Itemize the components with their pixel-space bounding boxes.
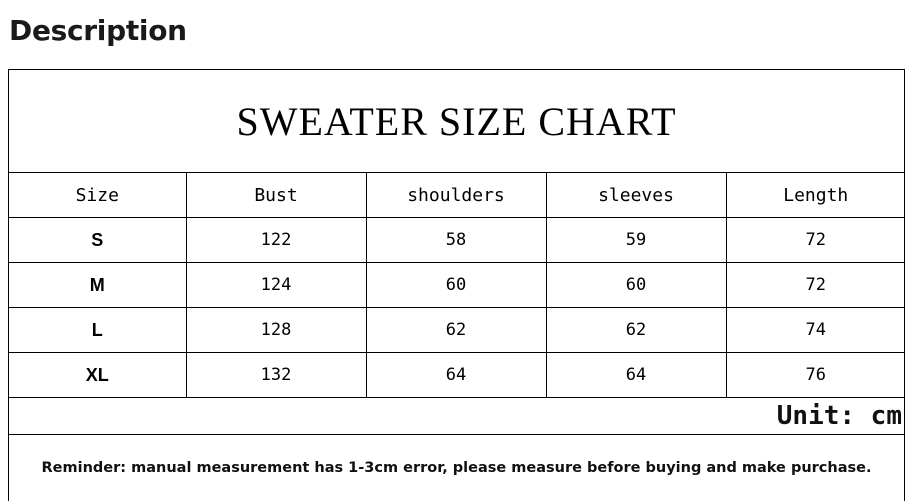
bust-cell: 132 — [185, 352, 367, 398]
page-title: Description — [9, 14, 187, 47]
length-cell: 72 — [725, 217, 905, 263]
size-cell: S — [9, 217, 187, 263]
shoulders-cell: 60 — [365, 262, 547, 308]
bust-cell: 128 — [185, 307, 367, 353]
shoulders-cell: 58 — [365, 217, 547, 263]
column-header-length: Length — [725, 173, 905, 218]
table-row: S 122 58 59 72 — [9, 217, 905, 263]
sleeves-cell: 64 — [545, 352, 727, 398]
table-row: L 128 62 62 74 — [9, 307, 905, 353]
shoulders-cell: 64 — [365, 352, 547, 398]
sleeves-cell: 62 — [545, 307, 727, 353]
sleeves-cell: 59 — [545, 217, 727, 263]
size-cell: XL — [9, 352, 187, 398]
column-header-bust: Bust — [185, 173, 367, 218]
size-table: Size Bust shoulders sleeves Length S 122… — [9, 173, 905, 398]
length-cell: 72 — [725, 262, 905, 308]
sleeves-cell: 60 — [545, 262, 727, 308]
length-cell: 76 — [725, 352, 905, 398]
chart-title: SWEATER SIZE CHART — [9, 70, 904, 173]
reminder-note: Reminder: manual measurement has 1-3cm e… — [41, 460, 872, 476]
size-chart: SWEATER SIZE CHART Size Bust shoulders s… — [8, 69, 905, 501]
table-header-row: Size Bust shoulders sleeves Length — [9, 173, 905, 218]
bust-cell: 124 — [185, 262, 367, 308]
unit-label: Unit: cm — [9, 397, 904, 435]
table-row: XL 132 64 64 76 — [9, 352, 905, 398]
column-header-size: Size — [9, 173, 187, 218]
size-cell: L — [9, 307, 187, 353]
size-cell: M — [9, 262, 187, 308]
shoulders-cell: 62 — [365, 307, 547, 353]
length-cell: 74 — [725, 307, 905, 353]
column-header-sleeves: sleeves — [545, 173, 727, 218]
bust-cell: 122 — [185, 217, 367, 263]
column-header-shoulders: shoulders — [365, 173, 547, 218]
table-row: M 124 60 60 72 — [9, 262, 905, 308]
